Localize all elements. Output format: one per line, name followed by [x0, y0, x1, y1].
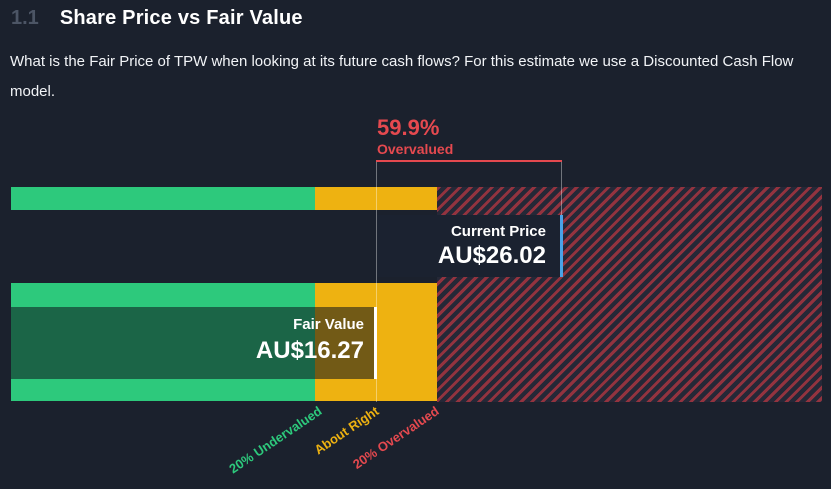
- fair-value-label: Fair Value: [293, 316, 364, 333]
- undervalued-zone-segment: [11, 187, 315, 210]
- fair-value-label-box: Fair Value AU$16.27: [11, 307, 377, 379]
- section-number: 1.1: [11, 7, 39, 29]
- current-price-bracket-line: [561, 162, 562, 215]
- fair-value-value: AU$16.27: [255, 337, 364, 364]
- section-header: 1.1 Share Price vs Fair Value: [11, 7, 303, 30]
- current-price-label: Current Price: [450, 223, 546, 240]
- current-price-bar: [11, 187, 437, 210]
- overvaluation-annotation: 59.9% Overvalued: [377, 115, 453, 157]
- overvaluation-percent: 59.9%: [377, 115, 440, 140]
- current-price-value: AU$26.02: [437, 242, 546, 269]
- page-title: Share Price vs Fair Value: [59, 7, 303, 29]
- fair-value-marker-line: [376, 162, 377, 402]
- overvaluation-bracket-line: [376, 160, 562, 162]
- overvaluation-label: Overvalued: [377, 141, 454, 157]
- axis-label-undervalued: 20% Undervalued: [225, 403, 325, 477]
- about-right-zone-segment: [315, 187, 437, 210]
- section-description: What is the Fair Price of TPW when looki…: [10, 53, 794, 100]
- current-price-label-box: Current Price AU$26.02: [377, 215, 563, 277]
